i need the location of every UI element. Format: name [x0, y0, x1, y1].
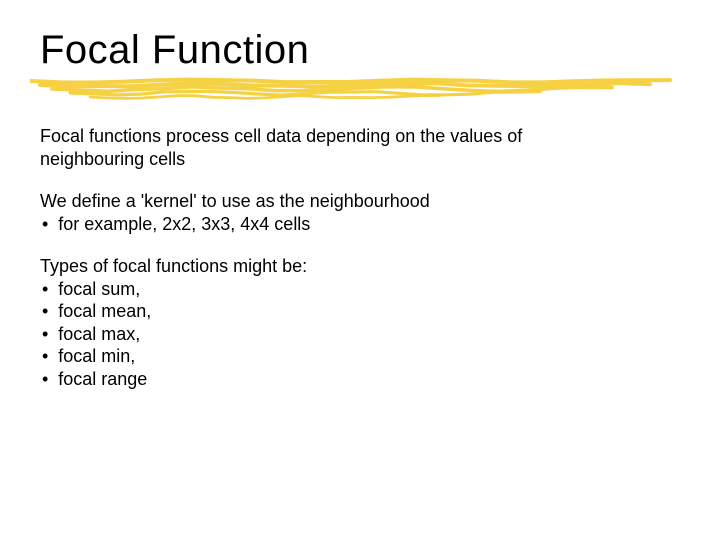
- bullet-text: focal mean,: [58, 300, 151, 323]
- body-line: We define a 'kernel' to use as the neigh…: [40, 190, 680, 213]
- brush-underline-icon: [30, 75, 690, 107]
- bullet-icon: •: [42, 368, 58, 391]
- bullet-icon: •: [42, 278, 58, 301]
- body-line: Focal functions process cell data depend…: [40, 125, 680, 148]
- body-line: •focal min,: [40, 345, 680, 368]
- bullet-text: focal sum,: [58, 278, 140, 301]
- body-line: •for example, 2x2, 3x3, 4x4 cells: [40, 213, 680, 236]
- bullet-icon: •: [42, 300, 58, 323]
- title-underline: [40, 79, 680, 107]
- body-line: •focal range: [40, 368, 680, 391]
- body-line: Types of focal functions might be:: [40, 255, 680, 278]
- body-line: •focal max,: [40, 323, 680, 346]
- bullet-text: focal range: [58, 368, 147, 391]
- slide: Focal Function Focal functions process c…: [0, 0, 720, 540]
- bullet-text: focal min,: [58, 345, 135, 368]
- body-line: •focal sum,: [40, 278, 680, 301]
- body-block: Types of focal functions might be:•focal…: [40, 255, 680, 390]
- body-line: •focal mean,: [40, 300, 680, 323]
- slide-body: Focal functions process cell data depend…: [40, 125, 680, 390]
- slide-title: Focal Function: [40, 28, 680, 73]
- bullet-icon: •: [42, 345, 58, 368]
- body-line: neighbouring cells: [40, 148, 680, 171]
- bullet-text: for example, 2x2, 3x3, 4x4 cells: [58, 213, 310, 236]
- bullet-icon: •: [42, 213, 58, 236]
- bullet-icon: •: [42, 323, 58, 346]
- body-block: Focal functions process cell data depend…: [40, 125, 680, 170]
- bullet-text: focal max,: [58, 323, 140, 346]
- body-block: We define a 'kernel' to use as the neigh…: [40, 190, 680, 235]
